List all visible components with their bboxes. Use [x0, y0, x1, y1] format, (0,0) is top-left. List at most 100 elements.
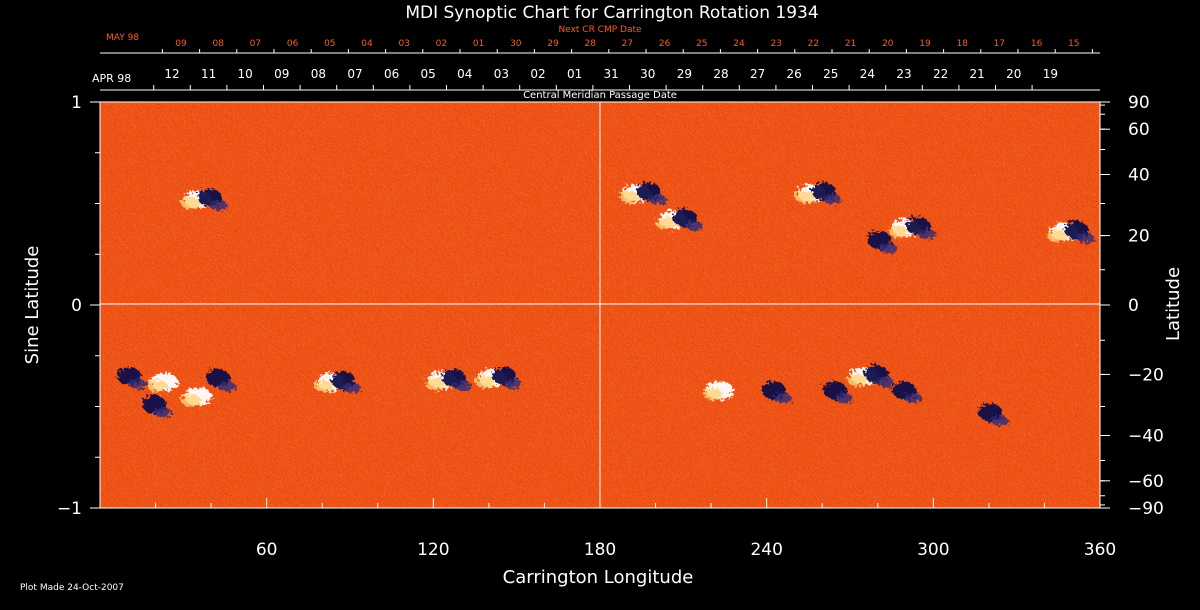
top-axis-2-tick-label: 27 — [750, 67, 765, 81]
top-axis-1-tick-label: 28 — [584, 39, 596, 49]
top-axis-2-tick-label: 01 — [567, 67, 582, 81]
active-region-negative-halo — [129, 379, 148, 390]
top-axis-2-tick-label: 04 — [457, 67, 472, 81]
top-axis-2-tick-label: 03 — [494, 67, 509, 81]
active-region-plage — [180, 197, 201, 210]
latitude-tick-label: 90 — [1128, 93, 1150, 113]
active-region-negative-halo — [454, 381, 473, 392]
latitude-tick-label: 60 — [1128, 120, 1150, 140]
x-axis-ticks: 60 120 180 240 300 360 — [99, 498, 1116, 560]
active-region-plage — [703, 388, 723, 401]
latitude-axis-ticks: 90 60 40 20 0 −20 −40 −60 −90 — [1100, 93, 1164, 519]
x-tick-label: 180 — [584, 540, 616, 560]
latitude-tick-label: −90 — [1128, 499, 1164, 519]
top-axis-2-tick-label: 28 — [713, 67, 728, 81]
top-axis-2-tick-label: 29 — [677, 67, 692, 81]
top-axis-2-tick-label: 06 — [384, 67, 399, 81]
y-tick-label: 1 — [71, 93, 82, 113]
y-axis-label: Sine Latitude — [22, 246, 43, 365]
top-axis-2-tick-label: 19 — [1043, 67, 1058, 81]
active-regions — [117, 182, 1095, 426]
x-tick-label: 240 — [750, 540, 782, 560]
top-axis-1-tick-label: 25 — [696, 39, 707, 49]
active-region-negative-halo — [154, 407, 173, 418]
active-region-negative-halo — [648, 194, 667, 205]
top-axis-2-tick-label: 12 — [164, 67, 179, 81]
active-region-negative-halo — [1076, 232, 1095, 243]
active-region-plage — [314, 380, 335, 393]
x-tick-label: 60 — [256, 540, 278, 560]
latitude-tick-label: −40 — [1128, 426, 1164, 446]
active-region-plage — [619, 191, 640, 204]
x-tick-label: 360 — [1084, 540, 1116, 560]
active-region-negative-halo — [918, 228, 937, 239]
top-axis-2-tick-label: 30 — [640, 67, 655, 81]
x-tick-label: 300 — [917, 540, 949, 560]
y2-axis-label: Latitude — [1163, 267, 1184, 341]
y-tick-label: −1 — [57, 499, 82, 519]
top-axis-1-tick-label: 01 — [473, 39, 484, 49]
active-region-negative-halo — [990, 415, 1009, 426]
top-axis-1-tick-label: 19 — [919, 39, 931, 49]
top-axis-1-tick-label: 27 — [622, 39, 633, 49]
active-region-negative-halo — [879, 243, 898, 254]
top-axis-1-tick-label: 20 — [882, 39, 894, 49]
chart-title: MDI Synoptic Chart for Carrington Rotati… — [405, 3, 818, 23]
top-axis-1-tick-label: 23 — [770, 39, 781, 49]
active-region-plage — [147, 380, 168, 393]
top-axis-1-tick-label: 08 — [212, 39, 224, 49]
top-axis-1-tick-label: 18 — [956, 39, 968, 49]
top-axis-2-tick-label: 26 — [787, 67, 802, 81]
active-region-negative-halo — [876, 377, 895, 388]
top-axis-2-tick-label: 07 — [347, 67, 362, 81]
top-axis-2-tick-label: 10 — [238, 67, 253, 81]
top-axis-1-tick-label: 16 — [1031, 39, 1043, 49]
top-axis-2-tick-label: 09 — [274, 67, 289, 81]
y-tick-label: 0 — [71, 296, 82, 316]
active-region-plage — [180, 394, 201, 407]
active-region-negative-halo — [343, 383, 362, 394]
top-axis-1-tick-label: 05 — [324, 39, 335, 49]
top-axis-1-tick-label: 17 — [994, 39, 1005, 49]
top-axis-2-tick-label: 02 — [530, 67, 545, 81]
top-axis-2-tick-label: 21 — [970, 67, 985, 81]
top-axis-2-tick-label: 08 — [311, 67, 326, 81]
top-axis-1-tick-label: 15 — [1068, 39, 1079, 49]
active-region-negative-halo — [834, 393, 853, 404]
top-axis-2-tick-label: 25 — [823, 67, 838, 81]
active-region-negative-halo — [504, 379, 523, 390]
top-axis-2-tick-label: 23 — [896, 67, 911, 81]
top-axis-1-tick-label: 22 — [808, 39, 819, 49]
active-region-plage — [475, 376, 496, 389]
top-axis-1-tick-label: 24 — [733, 39, 745, 49]
x-tick-label: 120 — [417, 540, 449, 560]
active-region-plage — [847, 374, 868, 387]
active-region-negative-halo — [823, 194, 842, 205]
top-axis-2-tick-label: 11 — [201, 67, 216, 81]
top-axis-2-tick-label: 22 — [933, 67, 948, 81]
active-region-negative-halo — [773, 393, 792, 404]
active-region-negative-halo — [218, 381, 237, 392]
active-region-plage — [794, 191, 815, 204]
top-axis-1-ticks: 09 08 07 06 05 04 03 02 01 30 29 28 27 26 25 24 23 22 21 20… — [161, 39, 1093, 53]
y-axis-ticks: −1 0 1 — [57, 93, 100, 519]
active-region-negative-halo — [684, 220, 703, 231]
active-region-negative-halo — [904, 393, 923, 404]
top-axis-1-month: MAY 98 — [106, 33, 139, 43]
top-axis-2-month: APR 98 — [92, 72, 131, 85]
x-axis-label: Carrington Longitude — [503, 567, 694, 588]
active-region-negative-halo — [209, 200, 228, 211]
top-axis-2-ticks: 12 11 10 09 08 07 06 05 04 03 02 01 31 30 29 28 27 26 25 24… — [153, 67, 1058, 90]
active-region-plage — [889, 225, 910, 238]
latitude-tick-label: 20 — [1128, 227, 1150, 247]
top-axis-2-tick-label: 31 — [604, 67, 619, 81]
top-axis-1-tick-label: 06 — [287, 39, 299, 49]
top-axis-1-tick-label: 21 — [845, 39, 856, 49]
latitude-tick-label: −60 — [1128, 472, 1164, 492]
top-axis-1-tick-label: 09 — [175, 39, 187, 49]
top-axis-2-tick-label: 20 — [1006, 67, 1021, 81]
top-axis-1-tick-label: 29 — [547, 39, 559, 49]
top-axis-1-tick-label: 02 — [436, 39, 447, 49]
top-axis-1-label: Next CR CMP Date — [558, 25, 642, 35]
latitude-tick-label: 0 — [1128, 296, 1139, 316]
